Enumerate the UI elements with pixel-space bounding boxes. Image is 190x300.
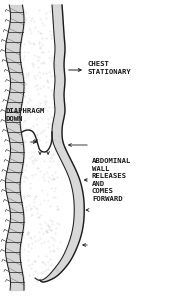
Text: ABDOMINAL
WALL
RELEASES
AND
COMES
FORWARD: ABDOMINAL WALL RELEASES AND COMES FORWAR… [92, 158, 131, 202]
Text: CHEST
STATIONARY: CHEST STATIONARY [87, 61, 131, 75]
Text: DIAPHRAGM
DOWN: DIAPHRAGM DOWN [5, 108, 44, 122]
Polygon shape [35, 5, 84, 282]
